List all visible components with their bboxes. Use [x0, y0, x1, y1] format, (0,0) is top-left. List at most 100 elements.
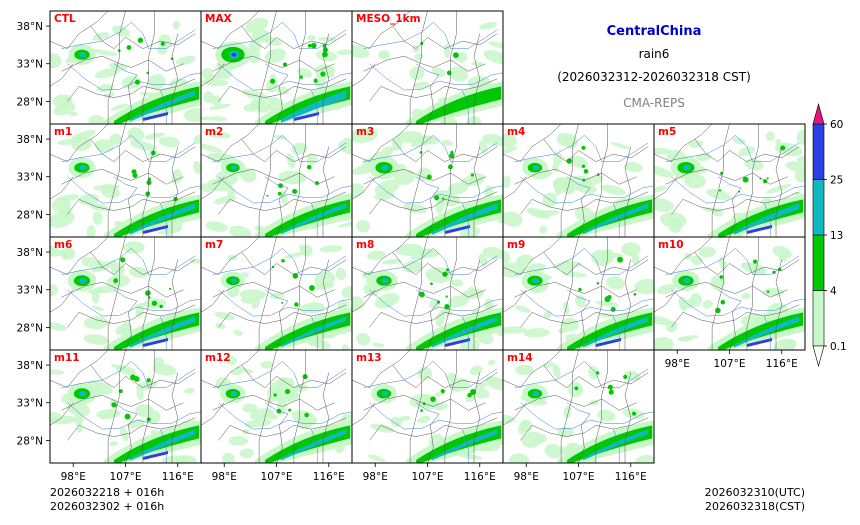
province-boundary [201, 124, 260, 163]
rain-patch-light [94, 139, 115, 153]
rain-area-west-heavy [79, 52, 87, 58]
rain-cell [467, 392, 472, 398]
province-boundary [711, 124, 730, 237]
rain-cell [304, 412, 309, 418]
rain-patch-light [269, 100, 277, 112]
province-boundary [352, 11, 411, 50]
rain-patch-light [409, 66, 425, 81]
panel-label: m3 [356, 126, 374, 138]
rain-patch-light [580, 175, 604, 188]
rain-cell [306, 164, 312, 170]
rain-patch-light [395, 243, 424, 256]
rain-patch-light [503, 211, 523, 227]
river-line [363, 134, 498, 162]
province-boundary [473, 146, 481, 237]
panel-label: MAX [205, 13, 232, 25]
rain-patch-light [688, 140, 704, 149]
rain-patch-light [214, 312, 236, 321]
rain-patch-light [269, 292, 285, 299]
rain-cell [604, 296, 611, 303]
province-boundary [654, 289, 678, 313]
rain-cell [292, 188, 298, 194]
province-boundary [503, 237, 562, 276]
province-boundary [218, 417, 347, 441]
province-boundary [578, 300, 591, 350]
province-boundary [61, 55, 184, 72]
river-line [218, 402, 352, 430]
rain-patch-light [239, 448, 254, 459]
x-tick-label: 107°E [714, 358, 746, 370]
rain-patch-light [487, 41, 503, 50]
province-boundary [212, 168, 335, 185]
rain-patch-light [336, 49, 352, 56]
rain-band-heavy [432, 429, 498, 461]
province-boundary [322, 372, 330, 463]
rain-cell [113, 278, 119, 284]
colorbar-tick-label: 25 [830, 175, 843, 187]
province-boundary [775, 259, 783, 350]
rain-area-west-heavy [683, 278, 691, 284]
rain-patch-light [515, 305, 531, 313]
rain-patch-light [147, 74, 166, 90]
rain-patch-light [314, 74, 326, 89]
rain-cell [444, 304, 450, 310]
rain-cell [574, 386, 579, 391]
rain-patch-light [433, 402, 448, 411]
province-boundary [293, 237, 306, 350]
province-boundary [671, 191, 800, 215]
province-boundary [212, 55, 335, 72]
river-line [212, 360, 347, 388]
rain-patch-light [91, 289, 100, 304]
rain-patch-light [260, 360, 274, 369]
rain-patch-light [563, 405, 572, 419]
province-boundary [352, 63, 376, 87]
river-line [665, 247, 800, 275]
rain-band-heavy [583, 316, 649, 348]
rain-patch-light [86, 224, 96, 237]
province-boundary [624, 259, 632, 350]
province-boundary [595, 237, 608, 350]
river-line [566, 289, 591, 302]
rain-patch-light [92, 211, 103, 225]
rain-cell [145, 290, 151, 296]
rain-patch-light [100, 412, 116, 420]
rain-band-heavy [281, 316, 347, 348]
panel-meso_1km: MESO_1km [351, 10, 504, 125]
rain-patch-light [456, 453, 484, 460]
rain-patch-light [83, 316, 109, 330]
province-boundary [67, 417, 196, 441]
rain-patch-light [276, 381, 286, 397]
panel-label: m1 [54, 126, 72, 138]
rain-patch-light [552, 364, 561, 378]
river-line [67, 402, 201, 430]
province-boundary [369, 304, 498, 328]
province-boundary [352, 176, 376, 200]
rain-band-moderate [416, 312, 502, 350]
river-line [369, 176, 503, 204]
rain-patch-light [516, 254, 533, 266]
rain-patch-light [449, 66, 469, 82]
province-boundary [50, 63, 74, 87]
rain-patch-light [475, 382, 488, 389]
rain-patch-light [50, 52, 62, 69]
rain-patch-light [677, 336, 693, 342]
rain-area-west-heavy [230, 165, 237, 170]
rain-patch-light [314, 271, 336, 288]
rain-area-west-heavy [79, 390, 87, 397]
rain-cell [270, 78, 276, 84]
rain-band-heavy [281, 90, 347, 123]
province-boundary [142, 237, 155, 350]
colorbar-tick-label: 60 [830, 119, 843, 131]
rain-patch-light [544, 443, 563, 459]
rain-band-moderate [114, 86, 200, 124]
rain-band-torrential [747, 337, 773, 347]
rain-area-west-torrential [231, 52, 237, 57]
province-boundary [409, 350, 428, 463]
rain-patch-light [109, 441, 119, 447]
rain-patch-light [280, 190, 288, 206]
rain-cell [470, 173, 475, 177]
rain-band-heavy [583, 203, 649, 235]
province-boundary [363, 281, 486, 298]
rain-patch-light [395, 130, 424, 143]
rain-cell [120, 257, 126, 263]
